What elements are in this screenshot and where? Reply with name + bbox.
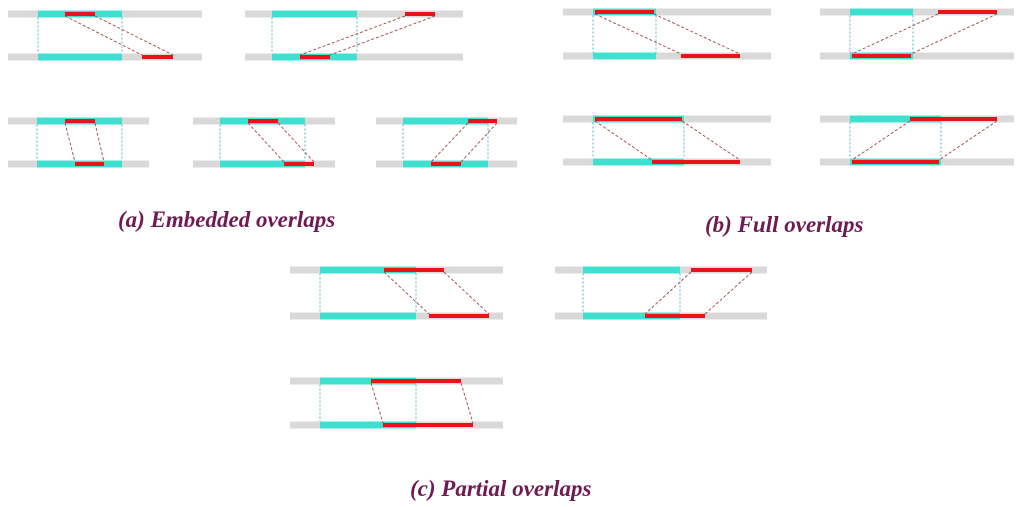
track-bottom <box>563 52 771 60</box>
embedded-panel-2 <box>245 10 463 61</box>
connector-left <box>594 120 653 161</box>
connector-right <box>94 15 174 56</box>
interval-a-bottom <box>320 312 416 320</box>
connector-left <box>383 271 430 315</box>
interval-b-bottom <box>431 162 461 166</box>
interval-a-bottom <box>38 53 122 61</box>
connector-left <box>851 120 911 161</box>
caption-partial-overlaps: (c) Partial overlaps <box>410 476 592 501</box>
connector-right <box>443 271 490 315</box>
interval-b-top <box>371 379 461 383</box>
track-top <box>563 8 771 16</box>
interval-b-top <box>938 10 997 14</box>
interval-b-bottom <box>300 55 330 59</box>
caption-embedded-overlaps: (a) Embedded overlaps <box>118 207 336 232</box>
embedded-panel-3 <box>8 117 149 168</box>
embedded-panel-4 <box>193 117 335 168</box>
connector-left <box>644 271 692 315</box>
interval-a-top <box>403 117 488 125</box>
embedded-panel-5 <box>376 117 517 168</box>
interval-b-top <box>384 268 444 272</box>
interval-b-top <box>65 12 95 16</box>
connector-right <box>460 122 498 163</box>
interval-b-top <box>595 10 654 14</box>
interval-b-bottom <box>852 54 911 58</box>
interval-b-bottom <box>429 314 489 318</box>
interval-a-top <box>272 10 357 18</box>
interval-a-bottom <box>593 158 684 166</box>
interval-b-top <box>595 117 682 121</box>
interval-b-top <box>65 119 95 123</box>
interval-a-top <box>583 266 680 274</box>
embedded-panel-1 <box>8 10 202 61</box>
partial-panel-2 <box>555 266 767 320</box>
interval-a-top <box>850 115 941 123</box>
interval-a-top <box>850 8 913 16</box>
connector-right <box>938 120 998 161</box>
interval-a-bottom <box>320 421 416 429</box>
interval-b-bottom <box>681 54 740 58</box>
interval-b-top <box>405 12 435 16</box>
interval-b-bottom <box>852 160 939 164</box>
track-bottom <box>820 52 1014 60</box>
interval-b-top <box>468 119 497 123</box>
connector-left <box>64 122 76 163</box>
connector-left <box>430 122 469 163</box>
connector-right <box>681 120 741 161</box>
connector-right <box>460 382 474 424</box>
connector-left <box>370 382 384 424</box>
connector-left <box>851 13 939 55</box>
full-panel-3 <box>563 115 771 166</box>
interval-a-top <box>320 377 416 385</box>
interval-b-bottom <box>652 160 740 164</box>
interval-a-bottom <box>593 52 656 60</box>
full-panel-2 <box>820 8 1014 60</box>
connector-right <box>94 122 105 163</box>
interval-b-bottom <box>645 314 705 318</box>
interval-a-top <box>320 266 416 274</box>
partial-panel-3 <box>290 377 503 429</box>
connector-right <box>277 122 315 163</box>
connector-left <box>64 15 143 56</box>
connector-right <box>704 271 753 315</box>
interval-b-top <box>691 268 752 272</box>
full-panel-4 <box>820 115 1014 166</box>
connector-left <box>594 13 682 55</box>
interval-a-bottom <box>583 312 680 320</box>
interval-b-bottom <box>75 162 104 166</box>
interval-b-top <box>248 119 278 123</box>
partial-panel-1 <box>290 266 503 320</box>
connector-left <box>247 122 285 163</box>
interval-b-bottom <box>284 162 314 166</box>
interval-b-bottom <box>383 423 473 427</box>
interval-a-bottom <box>220 160 305 168</box>
connector-right <box>910 13 998 55</box>
connector-left <box>299 15 406 56</box>
full-panel-1 <box>563 8 771 60</box>
caption-full-overlaps: (b) Full overlaps <box>705 212 864 237</box>
track-top <box>820 8 1014 16</box>
connector-right <box>329 15 436 56</box>
interval-b-top <box>910 117 997 121</box>
interval-b-bottom <box>142 55 173 59</box>
connector-right <box>653 13 741 55</box>
